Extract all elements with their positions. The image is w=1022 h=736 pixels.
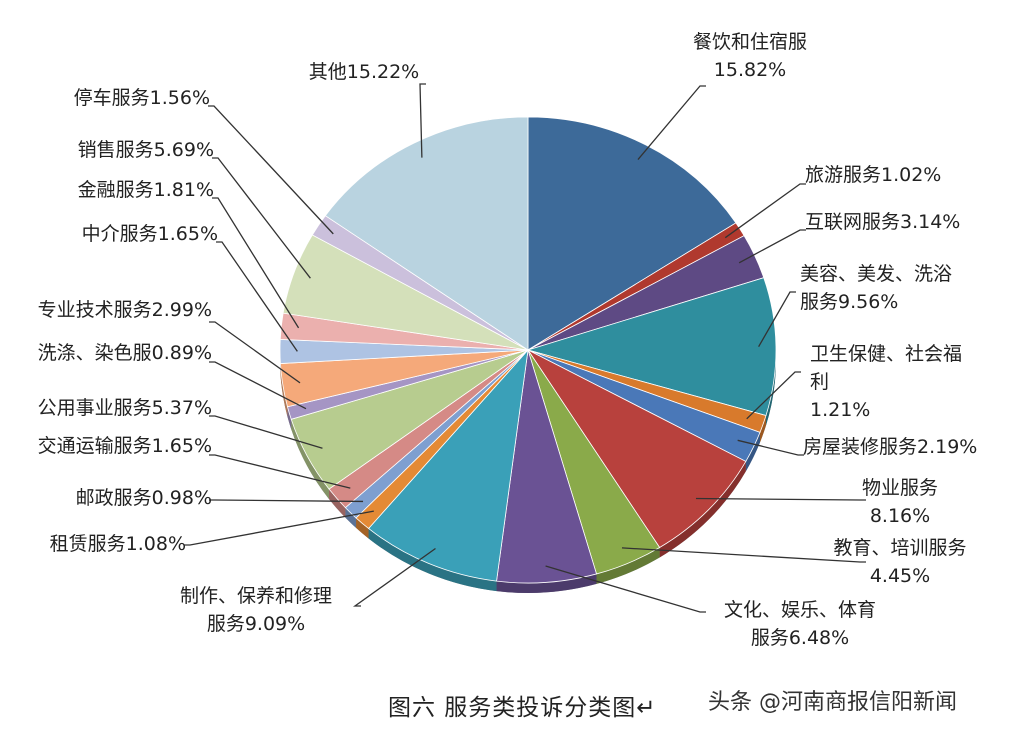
slice-label-line: 文化、娱乐、体育 xyxy=(724,599,876,621)
slice-label: 餐饮和住宿服 15.82% xyxy=(693,31,807,81)
slice-label: 房屋装修服务2.19% xyxy=(803,436,977,458)
slice-label-line: 专业技术服务2.99% xyxy=(38,299,212,321)
slice-label: 洗涤、染色服0.89% xyxy=(38,342,212,364)
watermark-text: 头条 @河南商报信阳新闻 xyxy=(708,684,957,716)
chart-caption: 图六 服务类投诉分类图↵ xyxy=(388,688,657,722)
slice-label-line: 公用事业服务5.37% xyxy=(38,397,212,419)
slice-label-line: 4.45% xyxy=(870,565,930,587)
slice-label: 公用事业服务5.37% xyxy=(38,397,212,419)
leader-line xyxy=(355,548,435,606)
slice-label-line: 停车服务1.56% xyxy=(74,87,210,109)
slice-label-line: 其他15.22% xyxy=(309,61,419,83)
slice-label-line: 餐饮和住宿服 xyxy=(693,31,807,53)
slice-label-line: 交通运输服务1.65% xyxy=(38,435,212,457)
slice-label-line: 利 xyxy=(810,371,829,393)
slice-label: 金融服务1.81% xyxy=(78,179,214,201)
slice-label: 专业技术服务2.99% xyxy=(38,299,212,321)
leader-line xyxy=(184,511,374,545)
slice-label-line: 服务6.48% xyxy=(751,627,849,649)
slice-label-line: 互联网服务3.14% xyxy=(805,211,960,233)
slice-label: 旅游服务1.02% xyxy=(805,164,941,186)
slice-label-line: 制作、保养和修理 xyxy=(180,585,332,607)
slice-label-line: 美容、美发、洗浴 xyxy=(800,263,952,285)
slice-label-line: 金融服务1.81% xyxy=(78,179,214,201)
slice-label-line: 物业服务 xyxy=(862,477,938,499)
slice-label-line: 租赁服务1.08% xyxy=(50,533,186,555)
slice-label: 卫生保健、社会福利 1.21% xyxy=(810,343,962,421)
slice-label-line: 1.21% xyxy=(810,399,870,421)
slice-label-line: 服务9.56% xyxy=(800,291,898,313)
slice-label: 文化、娱乐、体育服务6.48% xyxy=(724,599,876,649)
slice-label-line: 中介服务1.65% xyxy=(82,223,218,245)
slice-label: 其他15.22% xyxy=(309,61,419,83)
slice-label-line: 洗涤、染色服0.89% xyxy=(38,342,212,364)
slice-label: 互联网服务3.14% xyxy=(805,211,960,233)
slice-label: 交通运输服务1.65% xyxy=(38,435,212,457)
slice-label-line: 旅游服务1.02% xyxy=(805,164,941,186)
slice-label: 销售服务5.69% xyxy=(78,139,214,161)
slice-label: 邮政服务0.98% xyxy=(76,487,212,509)
slice-label-line: 销售服务5.69% xyxy=(78,139,214,161)
slice-label-line: 房屋装修服务2.19% xyxy=(803,436,977,458)
slice-label: 中介服务1.65% xyxy=(82,223,218,245)
pie-slices xyxy=(280,117,776,583)
leader-line xyxy=(212,158,310,278)
slice-label-line: 8.16% xyxy=(870,505,930,527)
slice-label: 美容、美发、洗浴服务9.56% xyxy=(800,263,952,313)
slice-label-line: 教育、培训服务 xyxy=(833,537,966,559)
slice-label: 停车服务1.56% xyxy=(74,87,210,109)
slice-label-line: 服务9.09% xyxy=(207,613,305,635)
slice-label: 物业服务 8.16% xyxy=(862,477,938,527)
slice-label: 租赁服务1.08% xyxy=(50,533,186,555)
slice-label-line: 卫生保健、社会福 xyxy=(810,343,962,365)
slice-label: 制作、保养和修理服务9.09% xyxy=(180,585,332,635)
leader-line xyxy=(725,184,806,238)
slice-label-line: 邮政服务0.98% xyxy=(76,487,212,509)
slice-label-line: 15.82% xyxy=(714,59,786,81)
